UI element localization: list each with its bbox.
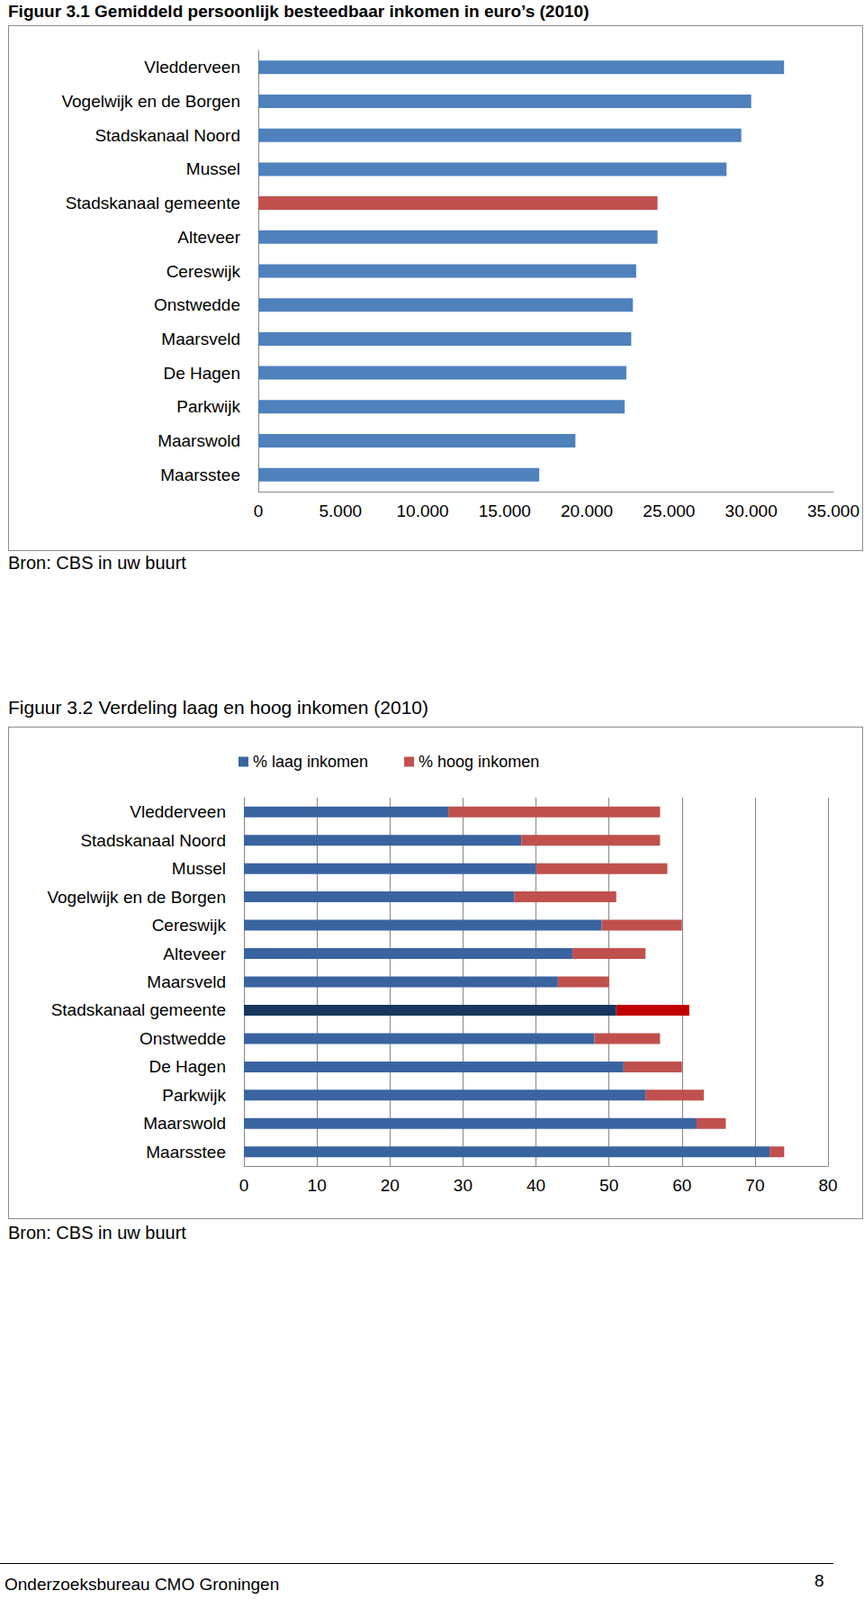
svg-text:20: 20 [380,1175,400,1195]
svg-text:Stadskanaal Noord: Stadskanaal Noord [94,126,241,145]
svg-text:% hoog inkomen: % hoog inkomen [418,752,540,771]
html-text:Figuur 3.1 Gemiddeld persoonli: Figuur 3.1 Gemiddeld persoonlijk besteed… [8,1,590,21]
html-text:Bron: CBS in uw buurt: Bron: CBS in uw buurt [8,1222,187,1242]
html-text:Figuur 3.2 Verdeling laag en h: Figuur 3.2 Verdeling laag en hoog inkome… [8,696,429,718]
svg-text:Vogelwijk en de Borgen: Vogelwijk en de Borgen [61,91,241,111]
svg-text:Maarsstee: Maarsstee [145,1142,226,1161]
svg-text:Stadskanaal Noord: Stadskanaal Noord [80,830,226,850]
svg-text:30: 30 [453,1175,473,1195]
svg-text:40: 40 [526,1175,546,1195]
svg-text:15.000: 15.000 [478,501,531,521]
svg-text:Vledderveen: Vledderveen [144,57,241,77]
svg-text:0: 0 [253,501,264,521]
svg-text:Onstwedde: Onstwedde [153,295,241,315]
svg-text:Maarsveld: Maarsveld [161,329,241,349]
svg-text:60: 60 [672,1175,692,1195]
svg-text:Parkwijk: Parkwijk [176,396,241,416]
svg-text:5.000: 5.000 [319,501,363,521]
svg-text:Mussel: Mussel [186,159,241,179]
svg-text:Alteveer: Alteveer [162,944,226,963]
svg-text:0: 0 [239,1175,250,1195]
html-text:Bron: CBS in uw buurt: Bron: CBS in uw buurt [8,552,187,573]
svg-text:30.000: 30.000 [725,501,778,521]
svg-text:Cereswijk: Cereswijk [166,261,242,281]
svg-text:10: 10 [307,1175,327,1195]
html-text:8: 8 [814,1570,825,1590]
svg-text:80: 80 [818,1175,837,1195]
svg-text:Mussel: Mussel [171,858,226,878]
svg-text:20.000: 20.000 [560,501,613,521]
svg-text:25.000: 25.000 [642,501,695,521]
svg-text:Vledderveen: Vledderveen [129,801,226,821]
svg-text:35.000: 35.000 [807,501,860,521]
svg-text:Maarsveld: Maarsveld [146,972,226,991]
html-text:Onderzoeksbureau CMO Groningen: Onderzoeksbureau CMO Groningen [4,1574,280,1593]
svg-text:Maarsstee: Maarsstee [160,465,241,485]
svg-text:% laag inkomen: % laag inkomen [252,752,369,771]
svg-text:Maarswold: Maarswold [143,1113,226,1133]
svg-text:Stadskanaal gemeente: Stadskanaal gemeente [51,999,226,1019]
svg-text:10.000: 10.000 [396,501,449,521]
svg-text:De Hagen: De Hagen [148,1056,226,1076]
svg-text:Cereswijk: Cereswijk [152,915,227,935]
svg-text:Maarswold: Maarswold [157,431,241,450]
svg-text:Vogelwijk en de Borgen: Vogelwijk en de Borgen [46,887,226,907]
svg-text:Stadskanaal gemeente: Stadskanaal gemeente [65,193,241,213]
svg-text:50: 50 [599,1175,619,1195]
svg-text:Parkwijk: Parkwijk [162,1085,226,1105]
svg-text:Alteveer: Alteveer [177,227,241,247]
svg-text:70: 70 [745,1175,765,1195]
svg-text:De Hagen: De Hagen [162,363,241,383]
svg-text:Onstwedde: Onstwedde [139,1028,226,1048]
